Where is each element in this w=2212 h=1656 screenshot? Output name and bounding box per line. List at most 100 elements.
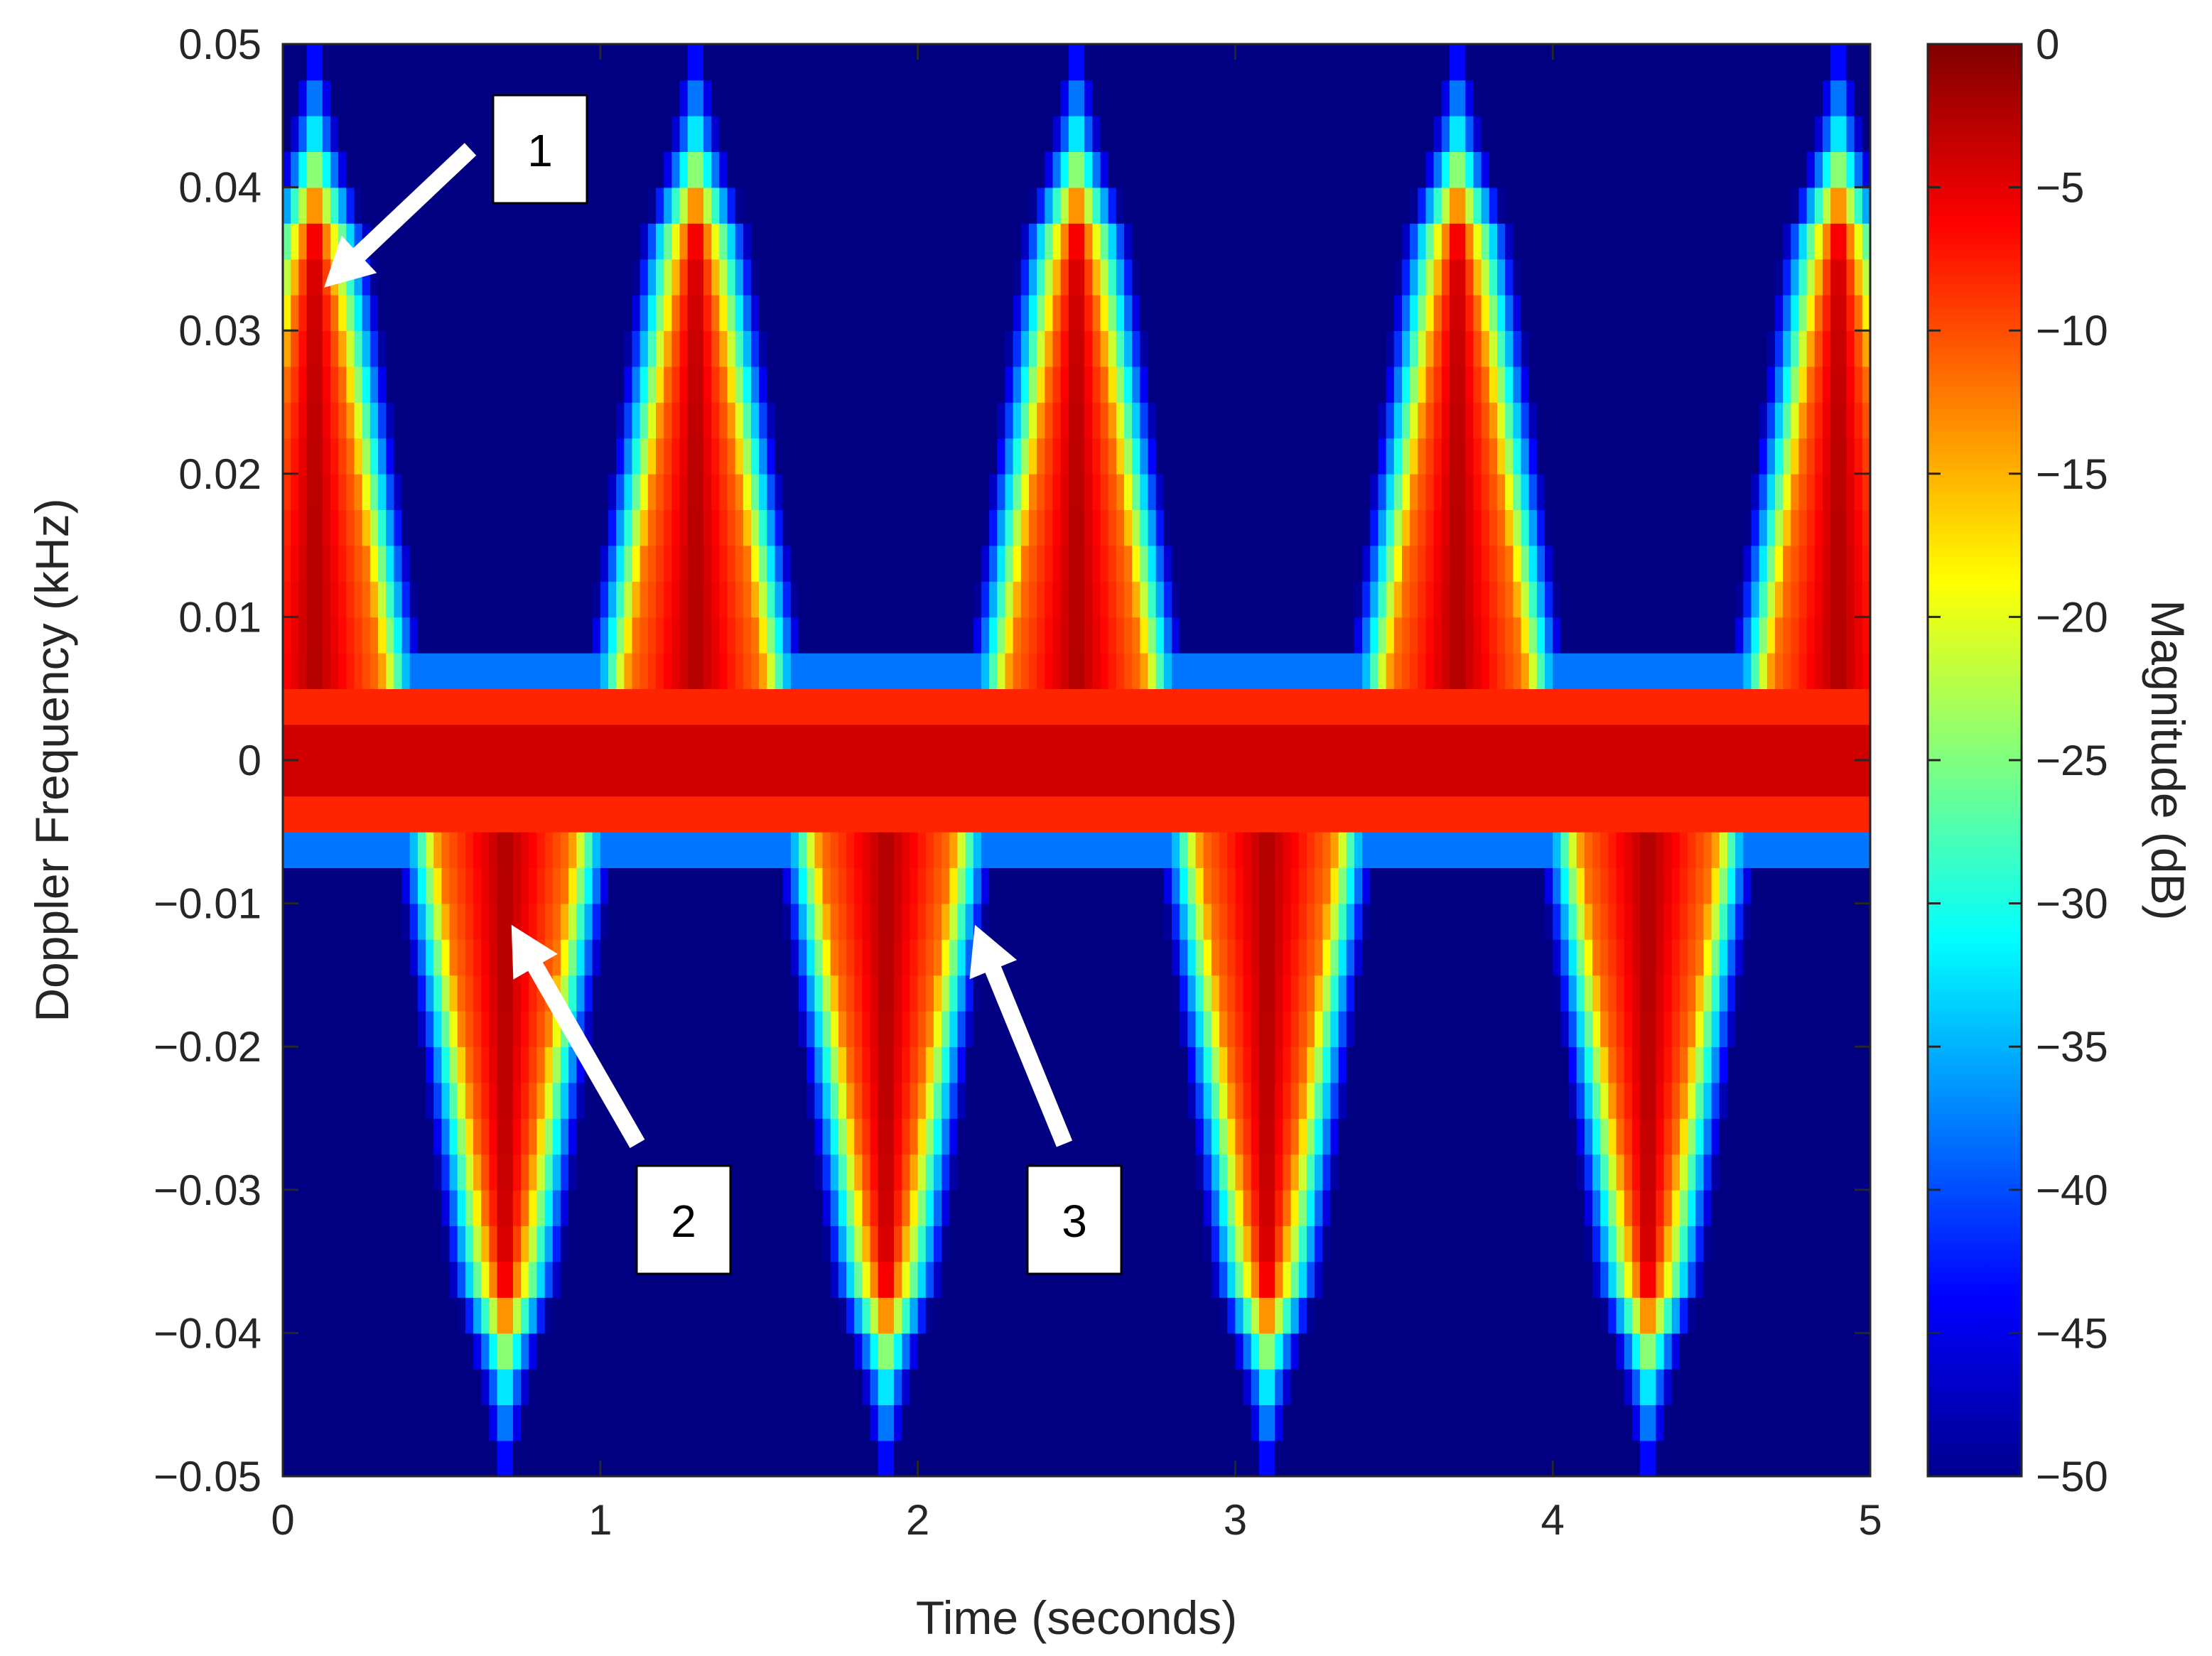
heatmap-cell xyxy=(1743,831,1752,868)
heatmap-cell xyxy=(1703,1297,1712,1334)
heatmap-cell xyxy=(1227,796,1236,833)
heatmap-cell xyxy=(1600,617,1609,654)
heatmap-cell xyxy=(1592,867,1602,904)
heatmap-cell xyxy=(1077,1368,1085,1405)
heatmap-cell xyxy=(1203,939,1212,976)
heatmap-cell xyxy=(1624,1118,1633,1155)
heatmap-cell xyxy=(1315,796,1324,833)
heatmap-cell xyxy=(782,1046,792,1083)
heatmap-cell xyxy=(1227,652,1236,689)
heatmap-cell xyxy=(1401,903,1410,940)
heatmap-cell xyxy=(1624,1405,1633,1441)
heatmap-cell xyxy=(1513,652,1522,689)
heatmap-cell xyxy=(1211,831,1220,868)
heatmap-cell xyxy=(505,688,514,725)
heatmap-cell xyxy=(1092,903,1101,940)
heatmap-cell xyxy=(1258,1368,1268,1405)
heatmap-cell xyxy=(1521,652,1530,689)
heatmap-cell xyxy=(1719,975,1728,1012)
heatmap-cell xyxy=(306,867,315,904)
heatmap-cell xyxy=(1322,903,1332,940)
heatmap-cell xyxy=(1077,831,1085,868)
heatmap-cell xyxy=(1132,1368,1141,1405)
heatmap-cell xyxy=(838,1333,847,1370)
heatmap-cell xyxy=(1671,796,1680,833)
heatmap-cell xyxy=(1663,796,1673,833)
heatmap-cell xyxy=(544,652,554,689)
heatmap-cell xyxy=(1172,1046,1181,1083)
heatmap-cell xyxy=(1290,581,1300,618)
heatmap-cell xyxy=(608,1333,617,1370)
heatmap-cell xyxy=(1393,1368,1403,1405)
heatmap-cell xyxy=(1163,617,1172,654)
heatmap-cell xyxy=(1354,1225,1363,1262)
heatmap-cell xyxy=(870,1046,879,1083)
heatmap-cell xyxy=(1267,1189,1276,1226)
heatmap-cell xyxy=(1576,1189,1585,1226)
heatmap-cell xyxy=(1688,796,1697,833)
heatmap-cell xyxy=(1243,1440,1252,1476)
heatmap-cell xyxy=(521,975,530,1012)
heatmap-cell xyxy=(1235,1154,1244,1191)
heatmap-cell xyxy=(1338,903,1347,940)
heatmap-cell xyxy=(1806,903,1816,940)
heatmap-cell xyxy=(283,975,291,1012)
heatmap-cell xyxy=(568,1261,578,1298)
heatmap-cell xyxy=(283,760,291,797)
heatmap-cell xyxy=(1132,1189,1141,1226)
heatmap-cell xyxy=(1140,1405,1149,1441)
heatmap-cell xyxy=(1846,1333,1855,1370)
heatmap-cell xyxy=(1838,867,1847,904)
heatmap-cell xyxy=(1338,939,1347,976)
heatmap-cell xyxy=(1338,1405,1347,1441)
heatmap-cell xyxy=(1481,1189,1490,1226)
heatmap-cell xyxy=(1005,796,1014,833)
heatmap-cell xyxy=(624,1225,633,1262)
heatmap-cell xyxy=(1553,1333,1562,1370)
heatmap-cell xyxy=(862,1189,871,1226)
heatmap-cell xyxy=(1298,903,1307,940)
heatmap-cell xyxy=(1727,1046,1736,1083)
heatmap-cell xyxy=(838,724,847,761)
heatmap-cell xyxy=(560,688,569,725)
heatmap-cell xyxy=(885,581,895,618)
heatmap-cell xyxy=(369,1297,379,1334)
heatmap-cell xyxy=(1315,1118,1324,1155)
heatmap-cell xyxy=(473,1261,482,1298)
heatmap-cell xyxy=(1671,1405,1680,1441)
heatmap-cell xyxy=(1766,1405,1776,1441)
heatmap-cell xyxy=(1418,867,1427,904)
heatmap-cell xyxy=(878,1010,887,1047)
heatmap-cell xyxy=(1766,1225,1776,1262)
heatmap-cell xyxy=(291,1082,300,1119)
heatmap-cell xyxy=(1370,760,1379,797)
heatmap-cell xyxy=(775,867,784,904)
heatmap-cell xyxy=(1473,724,1482,761)
heatmap-cell xyxy=(1180,617,1189,654)
heatmap-cell xyxy=(306,1368,315,1405)
heatmap-cell xyxy=(322,1333,331,1370)
heatmap-cell xyxy=(1258,1333,1268,1370)
heatmap-cell xyxy=(378,1333,387,1370)
heatmap-cell xyxy=(743,1261,752,1298)
heatmap-cell xyxy=(1791,1225,1800,1262)
heatmap-cell xyxy=(1521,1333,1530,1370)
heatmap-cell xyxy=(298,1154,308,1191)
heatmap-cell xyxy=(1393,760,1403,797)
heatmap-cell xyxy=(417,1082,426,1119)
heatmap-cell xyxy=(378,1010,387,1047)
heatmap-cell xyxy=(1759,903,1768,940)
heatmap-cell xyxy=(1449,617,1458,654)
heatmap-cell xyxy=(600,1118,609,1155)
heatmap-cell xyxy=(885,652,895,689)
heatmap-cell xyxy=(552,724,561,761)
heatmap-cell xyxy=(536,1405,546,1441)
heatmap-cell xyxy=(552,581,561,618)
heatmap-cell xyxy=(1433,1010,1442,1047)
heatmap-cell xyxy=(1116,1261,1125,1298)
heatmap-cell xyxy=(409,1297,419,1334)
heatmap-cell xyxy=(1743,1010,1752,1047)
heatmap-cell xyxy=(1092,1368,1101,1405)
heatmap-cell xyxy=(1695,1368,1705,1405)
heatmap-cell xyxy=(925,1010,934,1047)
